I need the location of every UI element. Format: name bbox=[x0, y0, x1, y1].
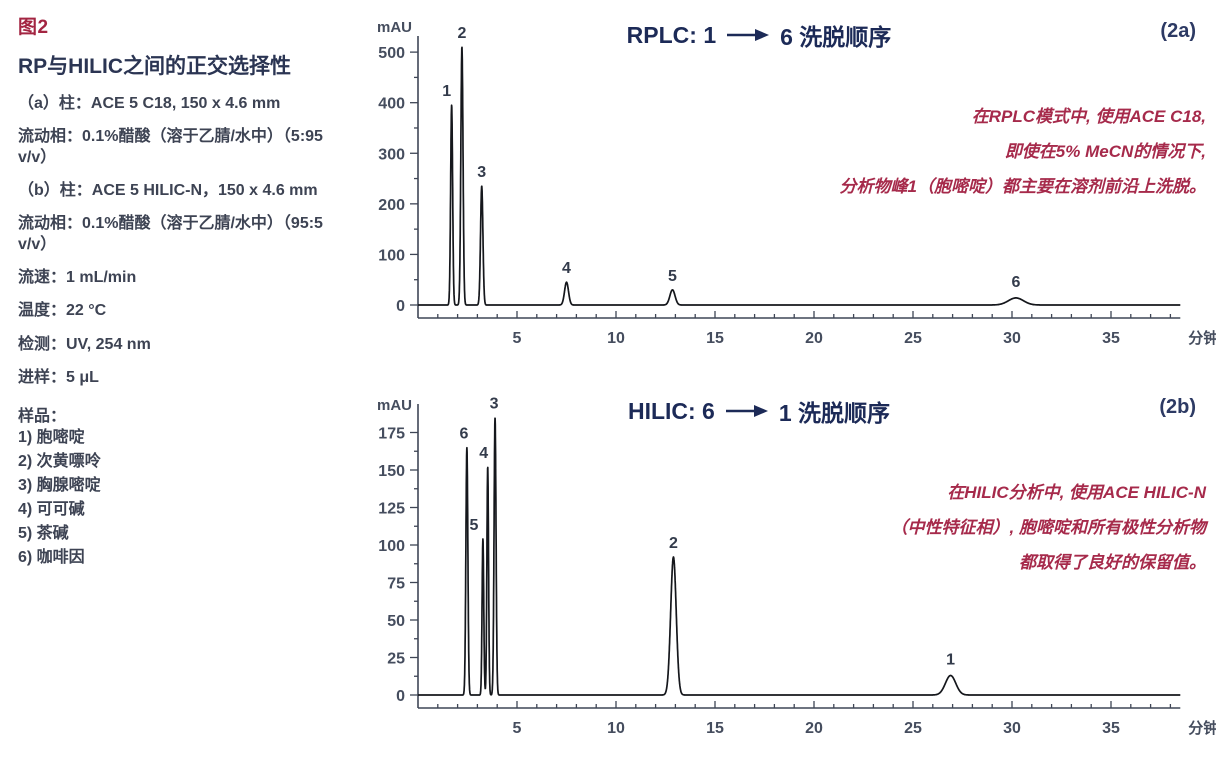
svg-text:0: 0 bbox=[396, 688, 405, 705]
sample-item: 5) 茶碱 bbox=[18, 524, 69, 542]
svg-text:10: 10 bbox=[607, 720, 625, 737]
chromatogram-trace bbox=[418, 46, 1181, 306]
condition-line: （b）柱：ACE 5 HILIC-N，150 x 4.6 mm bbox=[18, 182, 318, 200]
chart-title-2a: RPLC: 1 6 洗脱顺序 bbox=[412, 18, 1106, 52]
chart-title-2b: HILIC: 6 1 洗脱顺序 bbox=[412, 394, 1106, 428]
chart-title-prefix: RPLC: 1 bbox=[626, 21, 717, 48]
chart-title-prefix: HILIC: 6 bbox=[627, 397, 715, 424]
peak-label-4: 4 bbox=[562, 260, 571, 277]
svg-text:35: 35 bbox=[1102, 330, 1120, 347]
svg-text:15: 15 bbox=[706, 330, 724, 347]
svg-text:50: 50 bbox=[387, 613, 405, 630]
peak-label-1: 1 bbox=[442, 83, 451, 100]
tick-marks bbox=[410, 431, 1172, 708]
figure-heading: RP与HILIC之间的正交选择性 bbox=[18, 55, 291, 78]
chart-title-suffix: 6 洗脱顺序 bbox=[780, 24, 892, 50]
samples-label: 样品： bbox=[18, 407, 67, 425]
condition-line: （a）柱：ACE 5 C18, 150 x 4.6 mm bbox=[18, 94, 281, 112]
svg-text:175: 175 bbox=[378, 426, 405, 443]
annotation-line: 都取得了良好的保留值。 bbox=[1019, 552, 1206, 572]
figure-caption-sidebar: 图2 RP与HILIC之间的正交选择性 （a）柱：ACE 5 C18, 150 … bbox=[18, 12, 336, 570]
svg-text:5: 5 bbox=[513, 330, 522, 347]
svg-text:10: 10 bbox=[607, 330, 625, 347]
peak-label-6: 6 bbox=[1012, 274, 1021, 291]
condition-line: 温度：22 °C bbox=[18, 302, 107, 320]
svg-text:0: 0 bbox=[396, 298, 405, 315]
elution-order-arrow-icon bbox=[726, 28, 770, 42]
tick-marks bbox=[410, 51, 1172, 318]
chromatogram-plot-2b: 0 25 50 75 100 125 150 175 5 10 15 20 25 30 35 分钟 mAU 6 5 4… bbox=[377, 396, 1216, 738]
svg-text:100: 100 bbox=[378, 247, 405, 264]
svg-text:20: 20 bbox=[805, 330, 823, 347]
peak-label-5: 5 bbox=[668, 268, 677, 285]
svg-text:25: 25 bbox=[904, 720, 922, 737]
peak-label-4: 4 bbox=[479, 445, 488, 462]
annotation-line: 即使在5% MeCN的情况下, bbox=[1004, 141, 1206, 161]
elution-order-arrow-icon bbox=[725, 404, 769, 418]
svg-text:200: 200 bbox=[378, 197, 405, 214]
annotation-line: 在HILIC分析中, 使用ACE HILIC-N bbox=[947, 483, 1206, 502]
svg-text:25: 25 bbox=[904, 330, 922, 347]
svg-text:30: 30 bbox=[1003, 330, 1021, 347]
chart-2b-block: 0 25 50 75 100 125 150 175 5 10 15 20 25 30 35 分钟 mAU 6 5 4… bbox=[352, 382, 1216, 758]
svg-text:125: 125 bbox=[378, 501, 405, 518]
x-axis-unit-label: 分钟 bbox=[1188, 719, 1216, 737]
panel-label-2b: (2b) bbox=[1159, 396, 1196, 418]
sample-item: 1) 胞嘧啶 bbox=[18, 428, 85, 446]
annotation-line: 分析物峰1（胞嘧啶）都主要在溶剂前沿上洗脱。 bbox=[839, 176, 1206, 196]
svg-text:100: 100 bbox=[378, 538, 405, 555]
peak-label-3: 3 bbox=[477, 164, 486, 181]
peak-label-1: 1 bbox=[946, 652, 955, 669]
axes bbox=[417, 36, 1181, 319]
peak-label-2: 2 bbox=[458, 25, 467, 42]
sample-item: 2) 次黄嘌呤 bbox=[18, 452, 101, 470]
condition-line: 流动相：0.1%醋酸（溶于乙腈/水中）（5:95 v/v） bbox=[18, 127, 323, 166]
sample-item: 4) 可可碱 bbox=[18, 500, 85, 518]
svg-text:25: 25 bbox=[387, 651, 405, 668]
condition-line: 流速：1 mL/min bbox=[18, 269, 137, 287]
condition-line: 检测：UV, 254 nm bbox=[18, 335, 151, 353]
panel-label-2a: (2a) bbox=[1160, 20, 1196, 42]
sample-item: 6) 咖啡因 bbox=[18, 548, 85, 566]
svg-text:400: 400 bbox=[378, 96, 405, 113]
svg-text:35: 35 bbox=[1102, 720, 1120, 737]
svg-text:300: 300 bbox=[378, 146, 405, 163]
peak-label-5: 5 bbox=[469, 517, 478, 534]
svg-text:500: 500 bbox=[378, 45, 405, 62]
peak-labels: 1 2 3 4 5 6 bbox=[442, 25, 1020, 291]
svg-text:30: 30 bbox=[1003, 720, 1021, 737]
svg-text:20: 20 bbox=[805, 720, 823, 737]
y-axis-unit-label: mAU bbox=[377, 397, 412, 414]
svg-text:15: 15 bbox=[706, 720, 724, 737]
peak-labels: 6 5 4 3 2 1 bbox=[459, 396, 955, 669]
annotation-line: （中性特征相）, 胞嘧啶和所有极性分析物 bbox=[890, 517, 1206, 537]
figure-label: 图2 bbox=[18, 17, 49, 38]
svg-text:150: 150 bbox=[378, 463, 405, 480]
annotation-line: 在RPLC模式中, 使用ACE C18, bbox=[971, 107, 1206, 126]
condition-line: 进样：5 μL bbox=[18, 368, 99, 386]
chromatogram-plot-2a: 0 100 200 300 400 500 5 10 15 20 25 30 35 分钟 mAU 1 2 3 4 5 6 bbox=[377, 19, 1216, 347]
svg-text:5: 5 bbox=[513, 720, 522, 737]
peak-label-6: 6 bbox=[459, 426, 468, 443]
x-axis-unit-label: 分钟 bbox=[1188, 329, 1216, 347]
sample-item: 3) 胸腺嘧啶 bbox=[18, 476, 101, 494]
chart-2a-block: 0 100 200 300 400 500 5 10 15 20 25 30 35 分钟 mAU 1 2 3 4 5 6… bbox=[352, 6, 1216, 378]
condition-line: 流动相：0.1%醋酸（溶于乙腈/水中）（95:5 v/v） bbox=[18, 215, 323, 254]
samples-list: 1) 胞嘧啶 2) 次黄嘌呤 3) 胸腺嘧啶 4) 可可碱 5) 茶碱 6) 咖啡因 bbox=[18, 426, 336, 570]
chart-annotation-2b: 在HILIC分析中, 使用ACE HILIC-N （中性特征相）, 胞嘧啶和所有极… bbox=[891, 476, 1206, 581]
conditions-list: （a）柱：ACE 5 C18, 150 x 4.6 mm 流动相：0.1%醋酸（溶… bbox=[18, 93, 336, 388]
svg-text:75: 75 bbox=[387, 576, 405, 593]
chromatogram-trace bbox=[418, 417, 1181, 696]
peak-label-3: 3 bbox=[490, 396, 499, 413]
chart-annotation-2a: 在RPLC模式中, 使用ACE C18, 即使在5% MeCN的情况下, 分析物峰1… bbox=[840, 100, 1206, 205]
peak-label-2: 2 bbox=[669, 535, 678, 552]
charts-area: 0 100 200 300 400 500 5 10 15 20 25 30 35 分钟 mAU 1 2 3 4 5 6… bbox=[352, 0, 1216, 758]
chart-title-suffix: 1 洗脱顺序 bbox=[778, 400, 891, 426]
y-axis-unit-label: mAU bbox=[377, 19, 412, 36]
